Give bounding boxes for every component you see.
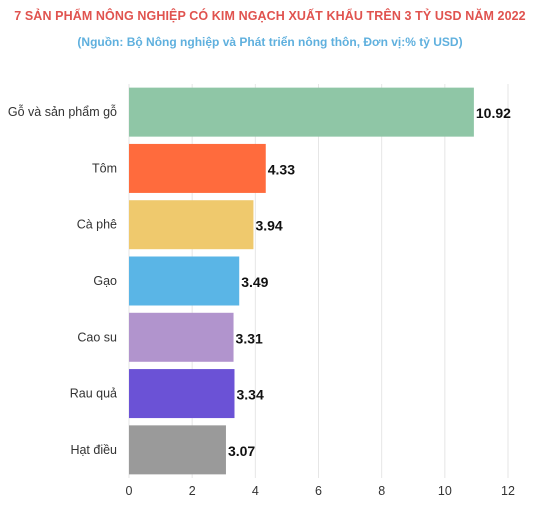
bar [129, 87, 474, 137]
bar [129, 425, 226, 475]
category-label: Gạo [93, 274, 117, 288]
value-label: 4.33 [268, 161, 295, 177]
value-label: 3.49 [241, 274, 268, 290]
chart-title: 7 SẢN PHẨM NÔNG NGHIỆP CÓ KIM NGẠCH XUẤT… [14, 9, 526, 23]
value-label: 3.07 [228, 443, 255, 459]
x-tick-label: 8 [378, 484, 385, 498]
x-tick-label: 10 [438, 484, 452, 498]
category-label: Rau quả [70, 387, 117, 401]
bar [129, 256, 240, 306]
x-tick-label: 0 [126, 484, 133, 498]
category-label: Gỗ và sản phẩm gỗ [8, 104, 117, 119]
x-tick-label: 2 [189, 484, 196, 498]
value-label: 3.94 [255, 218, 282, 234]
category-label: Cà phê [77, 218, 117, 232]
value-label: 3.34 [236, 387, 263, 403]
bar [129, 312, 234, 362]
x-tick-label: 4 [252, 484, 259, 498]
value-label: 3.31 [236, 330, 263, 346]
category-label: Hạt điều [70, 443, 117, 457]
x-tick-label: 6 [315, 484, 322, 498]
bar [129, 369, 235, 419]
bar [129, 200, 254, 250]
value-label: 10.92 [476, 105, 511, 121]
chart-subtitle: (Nguồn: Bộ Nông nghiệp và Phát triển nôn… [77, 35, 463, 49]
x-tick-label: 12 [501, 484, 515, 498]
category-label: Cao su [77, 330, 117, 344]
bar [129, 143, 266, 193]
category-label: Tôm [92, 161, 117, 175]
